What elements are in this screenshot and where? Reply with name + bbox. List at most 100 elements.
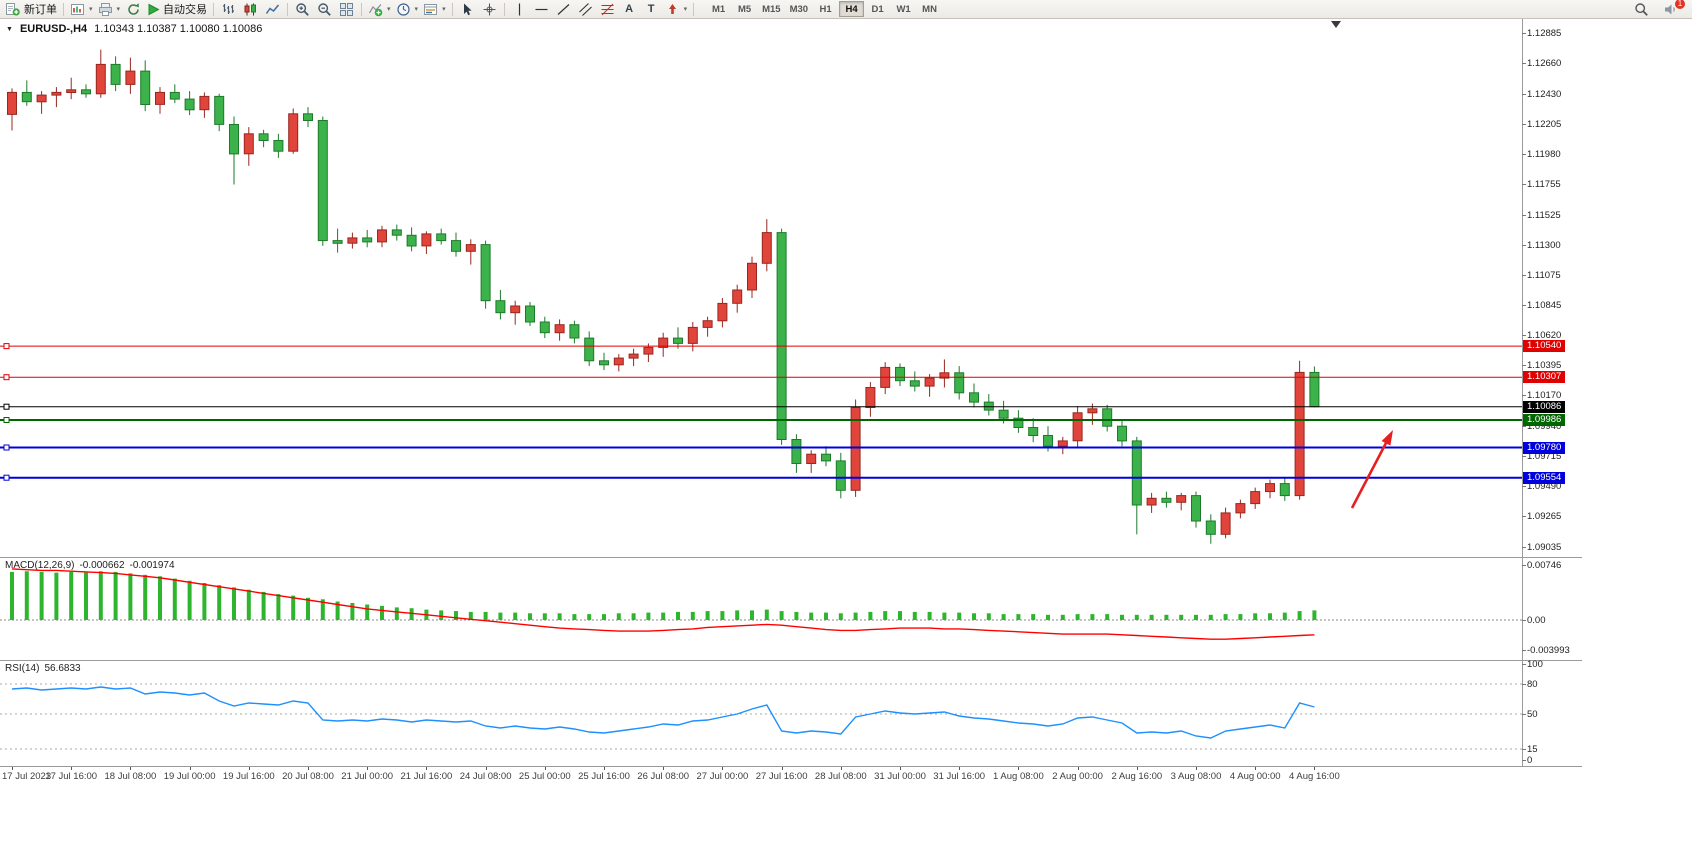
axis-label: 1.09940 [1527,421,1562,433]
axis-tick [1522,684,1526,685]
time-tick [544,767,546,770]
vertical-line-button[interactable] [509,1,530,18]
price-chart[interactable] [0,19,1522,557]
time-label: 17 Jul 16:00 [45,771,98,782]
time-tick [900,767,901,770]
axis-tick [1522,275,1526,276]
timeframe-m30-button[interactable]: M30 [786,1,812,17]
panel-divider[interactable] [0,557,1582,558]
trendline-button[interactable] [553,1,574,18]
panel-divider[interactable] [0,660,1582,661]
symbol-name: EURUSD-,H4 [19,23,88,35]
candles [7,49,1320,544]
timeframe-w1-button[interactable]: W1 [891,1,916,17]
timeframe-h1-button[interactable]: H1 [813,1,838,17]
rsi-panel[interactable] [0,661,1522,766]
axis-label: 0.00 [1527,615,1546,626]
axis-tick [1522,33,1526,34]
time-label: 17 Jul 2023 [2,771,52,782]
periods-clock-icon [396,2,410,16]
axis-tick [1522,365,1526,366]
toolbar-separator [361,2,363,16]
axis-tick [1522,426,1526,427]
text-tool-icon: A [625,3,634,15]
chart-ohlc-label: ▼ EURUSD-,H4 1.10343 1.10387 1.10080 1.1… [6,23,262,35]
auto-trading-button[interactable]: 自动交易 [145,1,209,18]
auto-trading-play-icon [148,3,160,15]
new-chart-button[interactable] [68,1,95,18]
templates-button[interactable] [421,1,448,18]
timeframe-mn-button[interactable]: MN [917,1,942,17]
cursor-button[interactable] [457,1,478,18]
tile-windows-button[interactable] [336,1,357,18]
time-tick [959,767,961,770]
axis-tick [1522,63,1526,64]
axis-label: 1.09265 [1527,511,1562,523]
timeframe-d1-button[interactable]: D1 [865,1,890,17]
timeframe-m1-button[interactable]: M1 [706,1,731,17]
notifications-icon [1665,4,1675,14]
fibonacci-button[interactable] [597,1,618,18]
axis-label: 1.12885 [1527,28,1562,40]
time-label: 25 Jul 16:00 [578,771,630,782]
toolbar-separator [693,2,695,16]
time-tick [12,767,13,770]
horizontal-lines[interactable] [0,343,1522,481]
new-order-icon [6,2,20,16]
indicators-button[interactable] [366,1,393,18]
toolbar-separator [287,2,289,16]
time-label: 2 Aug 00:00 [1052,771,1103,782]
time-tick [71,767,73,770]
time-tick [189,767,191,770]
time-label: 27 Jul 00:00 [696,771,749,782]
time-tick [426,767,428,770]
axis-tick [1522,760,1526,761]
timeframe-m15-button[interactable]: M15 [758,1,784,17]
symbol-dropdown-icon[interactable]: ▼ [6,25,13,33]
time-tick [781,767,783,770]
candlestick-chart-button[interactable] [240,1,261,18]
time-tick [1018,767,1020,770]
timeframe-toolbar: M1 M5 M15 M30 H1 H4 D1 W1 MN [706,1,942,17]
toolbar-right-group: 1 [1631,0,1689,18]
axis-label: 1.12660 [1527,58,1562,70]
timeframe-h4-button[interactable]: H4 [839,1,865,17]
chart-shift-marker[interactable] [1331,21,1341,28]
axis-label: 100 [1527,659,1543,670]
line-chart-button[interactable] [262,1,283,18]
refresh-button[interactable] [123,1,144,18]
axis-label: 1.11980 [1527,148,1561,160]
time-label: 3 Aug 08:00 [1170,771,1222,782]
search-button[interactable] [1631,1,1652,18]
axis-label: 1.09490 [1527,481,1562,493]
bar-chart-button[interactable] [218,1,239,18]
time-axis[interactable]: 17 Jul 2023 17 Jul 16:00 18 Jul 08:00 19 Ju… [0,766,1582,786]
time-label: 27 Jul 16:00 [755,771,808,782]
notifications-button[interactable]: 1 [1660,0,1685,18]
timeframe-m5-button[interactable]: M5 [732,1,757,17]
arrows-button[interactable] [663,1,690,18]
axis-tick [1522,395,1526,396]
tile-windows-icon [340,2,354,16]
profiles-button[interactable] [96,1,123,18]
macd-panel[interactable] [0,558,1522,660]
time-label: 21 Jul 00:00 [341,771,394,782]
periods-button[interactable] [394,1,421,18]
axis-label: 1.11300 [1527,239,1561,251]
horizontal-line-button[interactable] [531,1,552,18]
axis-tick [1522,486,1526,487]
time-tick [663,767,665,770]
text-button[interactable]: A [619,1,640,18]
zoom-in-button[interactable] [292,1,313,18]
axis-tick [1522,620,1526,621]
time-tick [1314,767,1316,770]
axis-tick [1522,650,1526,651]
zoom-out-button[interactable] [314,1,335,18]
macd-main-value: -0.000662 [79,560,125,571]
axis-label: 50 [1527,709,1538,720]
new-order-button[interactable]: 新订单 [3,1,59,18]
channel-button[interactable] [575,1,596,18]
text-label-button[interactable]: T [641,1,662,18]
arrow-annotation[interactable] [1340,419,1410,519]
crosshair-button[interactable] [479,1,500,18]
